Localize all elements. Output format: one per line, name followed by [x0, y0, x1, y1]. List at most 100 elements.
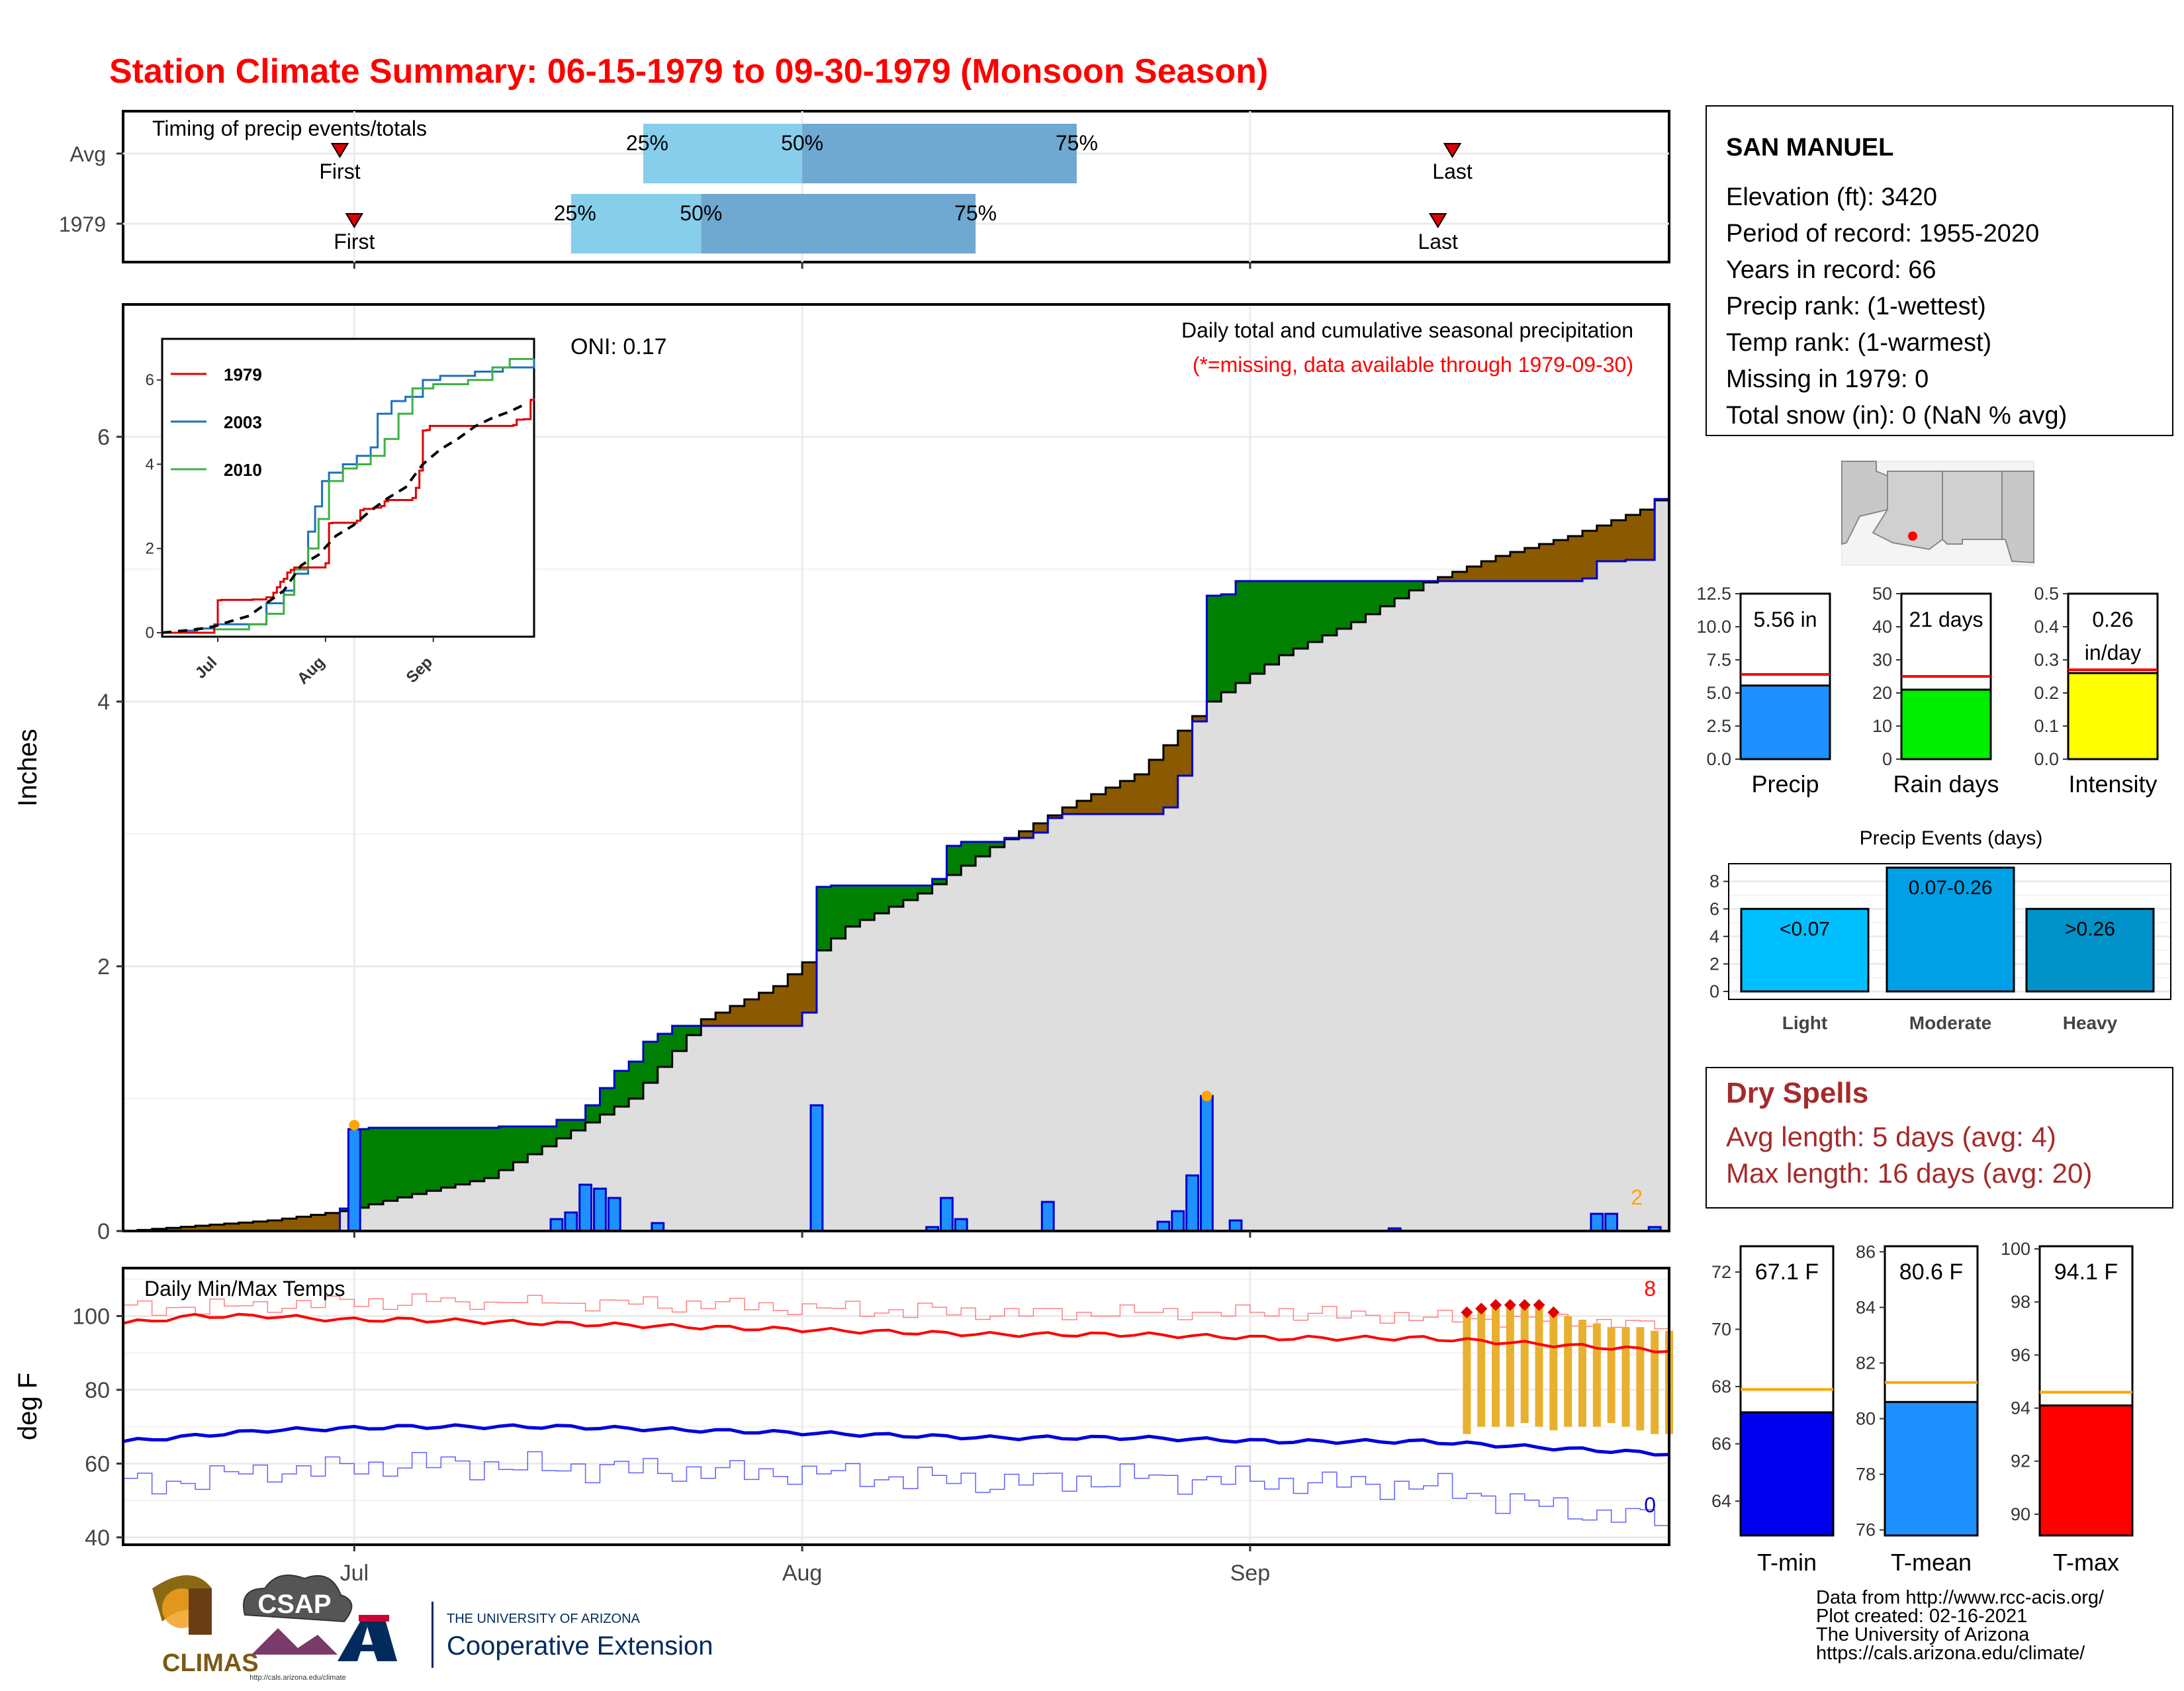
- temp-summary-bars: 64 66 68 70 72 67.1 F T-min 76 78 80 82 84 86 80.6 F T…: [1711, 1239, 2134, 1576]
- precip-above-avg-fill: [1409, 581, 1424, 590]
- precip-below-avg-fill: [1105, 788, 1120, 814]
- precip-above-avg-fill: [961, 842, 976, 866]
- precip-below-avg-fill: [253, 1221, 268, 1231]
- precip-below-avg-fill: [1177, 731, 1193, 776]
- timing-label-first: First: [334, 230, 375, 253]
- credit-line: The University of Arizona: [1816, 1624, 2030, 1645]
- summary-value-label: 21 days: [1909, 608, 1983, 631]
- precip-above-avg-fill: [932, 879, 947, 884]
- precip-above-avg-fill: [1236, 581, 1251, 683]
- observed-temp-bar: [1549, 1312, 1558, 1431]
- observed-temp-bar: [1463, 1312, 1471, 1434]
- dry-spells-box: Dry Spells Avg length: 5 days (avg: 4) M…: [1706, 1067, 2173, 1209]
- precip-event-range: >0.26: [2065, 918, 2115, 940]
- observed-temp-bar: [1564, 1316, 1572, 1427]
- daily-precip-bar: [954, 1218, 968, 1232]
- temp-ytick-label: 40: [85, 1526, 110, 1551]
- precip-below-avg-fill: [1640, 510, 1655, 560]
- summary-ytick-label: 0: [1882, 749, 1892, 769]
- timing-pct-50: 50%: [680, 201, 722, 225]
- summary-ytick-label: 50: [1872, 584, 1892, 604]
- record-high-marker: [1518, 1299, 1531, 1311]
- temp-bar-ytick-label: 84: [1856, 1297, 1876, 1317]
- summary-bar-value: [2067, 672, 2159, 760]
- summary-ytick-label: 0.3: [2034, 650, 2059, 670]
- precip-above-avg-fill: [1308, 581, 1323, 642]
- events-ytick-label: 2: [1709, 954, 1719, 974]
- inset-ytick-label: 6: [146, 371, 154, 389]
- precip-above-avg-fill: [1380, 581, 1395, 606]
- temp-bar-ytick-label: 68: [1711, 1377, 1731, 1396]
- temp-bar-ytick-label: 70: [1711, 1319, 1731, 1339]
- inset-average-line: [161, 402, 528, 634]
- observed-temp-bar: [1520, 1304, 1529, 1424]
- precip-above-avg-fill: [889, 886, 904, 907]
- summary-ytick-label: 0.1: [2034, 716, 2059, 736]
- observed-temp-bar: [1636, 1327, 1645, 1431]
- record-high-marker: [1504, 1299, 1516, 1311]
- record-high-marker: [1461, 1306, 1473, 1318]
- temp-count-hot: 8: [1644, 1277, 1656, 1301]
- precip-observed-line: [123, 495, 1670, 1232]
- timing-bar-25-50: [570, 194, 702, 253]
- temp-bar-ytick-label: 96: [2011, 1345, 2030, 1365]
- precip-below-avg-fill: [1481, 561, 1496, 581]
- observed-temp-bar: [1506, 1304, 1514, 1427]
- summary-bar-label: Precip: [1751, 770, 1819, 798]
- tmax-record-line: [123, 1293, 1670, 1330]
- daily-precip-bar: [1199, 1095, 1214, 1232]
- precip-above-avg-fill: [484, 1128, 500, 1178]
- timing-panel-title: Timing of precip events/totals: [152, 116, 427, 140]
- precip-above-avg-fill: [643, 1042, 659, 1083]
- precip-below-avg-fill: [1496, 556, 1511, 581]
- precip-below-avg-fill: [1524, 548, 1540, 581]
- logo-climas: CLIMAS: [152, 1575, 259, 1677]
- precip-below-avg-fill: [282, 1218, 297, 1231]
- precip-above-avg-fill: [527, 1126, 543, 1154]
- summary-bar-value: [1739, 684, 1831, 760]
- precip-below-avg-fill: [1091, 794, 1107, 814]
- precip-above-avg-fill: [1279, 581, 1294, 655]
- temp-count-cold: 0: [1644, 1493, 1656, 1517]
- record-high-marker: [1490, 1299, 1502, 1311]
- precip-above-avg-fill: [989, 842, 1005, 847]
- precip-panel: 0 2 4 6 Inches ONI: 0.17 Daily total and cu…: [13, 303, 1670, 1244]
- timing-marker-first: [330, 143, 349, 158]
- precip-above-avg-fill: [369, 1128, 384, 1205]
- precip-event-bar: [1740, 907, 1870, 993]
- precip-below-avg-fill: [1076, 801, 1092, 814]
- inset-legend-label: 2003: [224, 412, 262, 432]
- dry-spells-title: Dry Spells: [1726, 1077, 1868, 1109]
- csap-url: http://cals.arizona.edu/climate: [250, 1674, 346, 1682]
- precip-above-avg-fill: [397, 1128, 413, 1198]
- precip-above-avg-fill: [1250, 581, 1265, 674]
- observed-temp-bar: [1651, 1330, 1659, 1434]
- summary-ytick-label: 7.5: [1706, 650, 1731, 670]
- tmin-average-line: [122, 1423, 1670, 1457]
- precip-below-avg-fill: [802, 962, 817, 1013]
- temp-ytick-label: 60: [85, 1451, 110, 1477]
- events-ytick-label: 6: [1709, 899, 1719, 919]
- precip-below-avg-fill: [1120, 781, 1135, 814]
- record-marker: [1201, 1091, 1212, 1101]
- daily-precip-bar: [1228, 1219, 1243, 1232]
- timing-row-label-year: 1979: [59, 212, 106, 236]
- timing-pct-25: 25%: [554, 201, 596, 225]
- inset-legend-label: 2010: [224, 460, 262, 480]
- daily-precip-bar: [809, 1104, 824, 1232]
- precip-above-avg-fill: [686, 1026, 702, 1035]
- precip-above-avg-fill: [1351, 581, 1367, 622]
- record-high-marker: [1533, 1299, 1545, 1311]
- precip-note-1: Daily total and cumulative seasonal prec…: [1181, 318, 1633, 342]
- precip-below-avg-fill: [1539, 544, 1554, 581]
- precip-event-label: Light: [1782, 1013, 1827, 1033]
- observed-temp-bar: [1592, 1323, 1601, 1427]
- precip-above-avg-fill: [657, 1034, 673, 1067]
- events-ytick-label: 8: [1709, 872, 1719, 891]
- summary-ytick-label: 40: [1872, 617, 1892, 637]
- precip-below-avg-fill: [325, 1212, 340, 1231]
- summary-ytick-label: 2.5: [1706, 716, 1731, 736]
- temp-bar-value-label: 67.1 F: [1755, 1259, 1819, 1285]
- precip-above-avg-fill: [585, 1105, 600, 1122]
- precip-above-avg-fill: [600, 1088, 615, 1115]
